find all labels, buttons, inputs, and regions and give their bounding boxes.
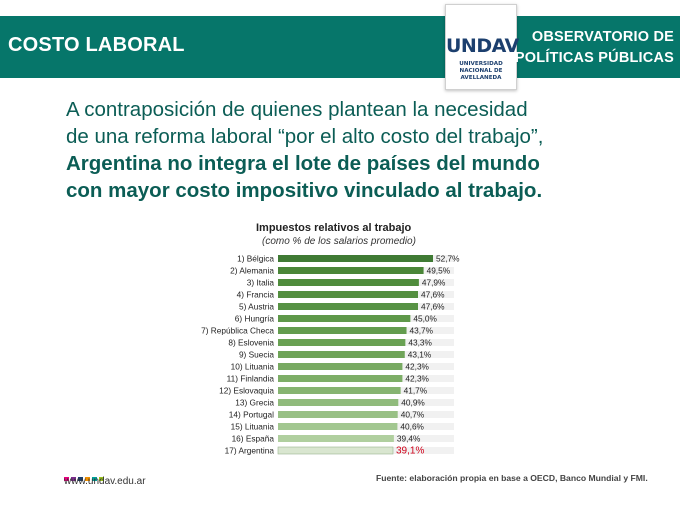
logo-text: UNDAV <box>446 35 519 57</box>
value-label: 40,7% <box>401 410 425 420</box>
header-bar <box>0 16 680 78</box>
category-label: 8) Eslovenia <box>228 338 274 348</box>
value-label: 43,3% <box>408 338 432 348</box>
bar-9 <box>278 351 405 358</box>
bar-15 <box>278 423 398 430</box>
category-label: 16) España <box>232 434 275 444</box>
category-label: 17) Argentina <box>225 446 275 456</box>
value-label: 43,1% <box>408 350 432 360</box>
brand-dot <box>99 477 104 481</box>
value-label: 47,9% <box>422 278 446 288</box>
headline-line-2: de una reforma laboral “por el alto cost… <box>66 125 544 148</box>
bar-3 <box>278 279 419 286</box>
value-label: 40,6% <box>400 422 424 432</box>
chart-subtitle: (como % de los salarios promedio) <box>262 236 416 247</box>
category-label: 3) Italia <box>247 278 275 288</box>
value-label: 45,0% <box>413 314 437 324</box>
value-label: 49,5% <box>427 266 451 276</box>
category-label: 2) Alemania <box>230 266 274 276</box>
bar-6 <box>278 315 411 322</box>
value-label: 40,9% <box>401 398 425 408</box>
category-label: 12) Eslovaquia <box>219 386 274 396</box>
observatorio-title: OBSERVATORIO DE POLÍTICAS PÚBLICAS <box>515 27 674 69</box>
section-title: COSTO LABORAL <box>8 34 185 56</box>
observatorio-line-2: POLÍTICAS PÚBLICAS <box>514 50 674 66</box>
value-label: 47,6% <box>421 290 445 300</box>
brand-dot <box>85 477 90 481</box>
value-label: 47,6% <box>421 302 445 312</box>
category-label: 4) Francia <box>237 290 275 300</box>
bar-11 <box>278 375 403 382</box>
value-label: 42,3% <box>405 374 429 384</box>
brand-dot <box>92 477 97 481</box>
bar-5 <box>278 303 418 310</box>
bar-17 <box>277 446 394 455</box>
category-label: 10) Lituania <box>231 362 275 372</box>
logo-subtext-2: NACIONAL DE <box>459 68 503 74</box>
bar-12 <box>278 387 401 394</box>
category-label: 13) Grecia <box>235 398 274 408</box>
value-label: 52,7% <box>436 254 460 264</box>
category-label: 14) Portugal <box>229 410 274 420</box>
bar-chart: 1) Bélgica 52,7% 2) Alemania 49,5% 3) Italia… <box>201 254 460 457</box>
logo-subtext-3: AVELLANEDA <box>460 75 502 81</box>
bar-4 <box>278 291 418 298</box>
bar-1 <box>278 255 433 262</box>
observatorio-line-1: OBSERVATORIO DE <box>531 29 674 45</box>
value-label: 39,4% <box>397 434 421 444</box>
value-label: 43,7% <box>410 326 434 336</box>
undav-logo[interactable]: UNDAV UNIVERSIDAD NACIONAL DE AVELLANEDA <box>445 4 519 90</box>
chart-title: Impuestos relativos al trabajo <box>256 222 412 234</box>
category-label: 5) Austria <box>239 302 274 312</box>
bar-7 <box>278 327 407 334</box>
headline-line-1: A contraposición de quienes plantean la … <box>66 98 528 121</box>
bar-16 <box>278 435 394 442</box>
category-label: 6) Hungría <box>235 314 275 324</box>
brand-dot <box>71 477 76 481</box>
bar-10 <box>278 363 403 370</box>
category-label: 11) Finlandia <box>227 374 275 384</box>
category-label: 7) República Checa <box>201 326 274 336</box>
source-note: Fuente: elaboración propia en base a OEC… <box>376 473 648 483</box>
bar-13 <box>278 399 399 406</box>
headline-line-3: Argentina no integra el lote de países d… <box>66 152 540 175</box>
value-label: 39,1% <box>396 446 424 457</box>
logo-subtext-1: UNIVERSIDAD <box>459 61 503 67</box>
brand-dots <box>64 468 106 481</box>
brand-dot <box>64 477 69 481</box>
bar-8 <box>278 339 406 346</box>
category-label: 1) Bélgica <box>237 254 274 264</box>
bar-14 <box>278 411 398 418</box>
headline: A contraposición de quienes plantean la … <box>66 96 646 204</box>
category-label: 15) Lituania <box>231 422 275 432</box>
headline-line-4: con mayor costo impositivo vinculado al … <box>66 179 543 202</box>
value-label: 41,7% <box>404 386 428 396</box>
bar-2 <box>278 267 424 274</box>
category-label: 9) Suecia <box>239 350 274 360</box>
website-link[interactable]: www.undav.edu.ar <box>64 476 146 487</box>
brand-dot <box>78 477 83 481</box>
value-label: 42,3% <box>405 362 429 372</box>
